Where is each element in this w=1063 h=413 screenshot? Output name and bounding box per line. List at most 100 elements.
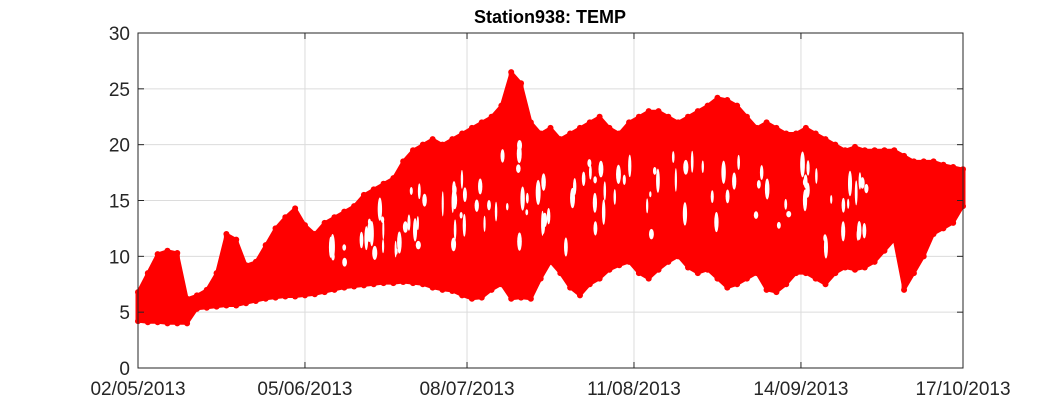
scatter-gap — [330, 233, 335, 260]
temp-min-point — [262, 295, 269, 302]
x-tick-label: 11/08/2013 — [587, 379, 681, 400]
scatter-gap — [841, 221, 846, 242]
scatter-gap — [372, 245, 378, 260]
temp-max-point — [351, 203, 358, 210]
scatter-gap — [854, 180, 858, 206]
scatter-gap — [452, 191, 458, 210]
temp-min-point — [645, 275, 652, 282]
scatter-gap — [564, 237, 568, 257]
temp-min-point — [606, 266, 613, 273]
temp-max-point — [930, 158, 937, 165]
temp-min-point — [802, 270, 809, 277]
temp-min-point — [616, 262, 623, 269]
temp-max-point — [901, 152, 908, 159]
temp-min-point — [675, 253, 682, 260]
temp-min-point — [272, 294, 279, 301]
scatter-gap — [649, 191, 652, 198]
temp-max-point — [233, 236, 240, 243]
temp-max-point — [891, 147, 898, 154]
temp-min-point — [950, 219, 957, 226]
scatter-gap — [674, 168, 677, 192]
temp-max-point — [763, 119, 770, 126]
scatter-gap — [830, 194, 833, 204]
temp-max-point — [252, 258, 259, 265]
temp-min-point — [203, 304, 210, 311]
temp-min-point — [184, 320, 191, 327]
scatter-gap — [823, 234, 827, 242]
scatter-gap — [381, 239, 385, 254]
temp-max-point — [498, 102, 505, 109]
scatter-gap — [415, 240, 421, 250]
temp-min-point — [822, 281, 829, 288]
scatter-gap — [805, 182, 810, 198]
temp-max-point — [635, 113, 642, 120]
scatter-gap — [721, 160, 726, 184]
y-tick-label: 20 — [109, 136, 130, 157]
temp-min-point — [832, 270, 839, 277]
temp-min-point — [714, 275, 721, 282]
temp-min-point — [665, 258, 672, 265]
scatter-gap — [701, 160, 704, 174]
scatter-gap — [462, 187, 467, 202]
temp-min-point — [321, 289, 328, 296]
temp-max-point — [478, 119, 485, 126]
scatter-gap — [382, 218, 385, 240]
x-tick-label: 17/10/2013 — [915, 379, 1010, 400]
temp-max-point — [675, 119, 682, 126]
temp-min-point — [626, 258, 633, 265]
scatter-gap — [417, 183, 421, 200]
temp-min-point — [144, 319, 151, 326]
y-tick-label: 30 — [109, 24, 130, 45]
temp-max-point — [547, 124, 554, 131]
temp-min-point — [351, 283, 358, 290]
temp-max-point — [370, 186, 377, 193]
scatter-gap — [525, 209, 529, 216]
temp-min-point — [891, 236, 898, 243]
scatter-gap — [342, 244, 347, 251]
scatter-gap — [802, 178, 806, 186]
scatter-gap — [402, 221, 408, 233]
scatter-gap — [422, 193, 427, 207]
temp-min-point — [635, 270, 642, 277]
temp-max-point — [704, 102, 711, 109]
scatter-gap — [364, 226, 369, 251]
temp-max-point — [665, 113, 672, 120]
temp-min-point — [478, 294, 485, 301]
temp-min-point — [812, 275, 819, 282]
temp-max-point — [685, 113, 691, 120]
temp-min-point — [842, 264, 849, 271]
scatter-gap — [413, 218, 418, 242]
temp-min-point — [773, 289, 780, 296]
temp-min-point — [567, 284, 574, 291]
temp-min-point — [311, 291, 318, 298]
temp-max-point — [193, 292, 200, 299]
scatter-gap — [776, 221, 781, 229]
temp-max-point — [164, 247, 171, 254]
temp-min-point — [527, 295, 534, 302]
scatter-gap — [460, 169, 464, 189]
scatter-gap — [683, 159, 689, 175]
temp-max-point — [321, 219, 328, 226]
temp-max-point — [292, 205, 299, 212]
temp-min-point — [252, 298, 259, 304]
temp-max-point — [203, 286, 210, 293]
temp-min-point — [341, 284, 348, 291]
temp-max-point — [439, 141, 446, 148]
temp-min-point — [380, 280, 387, 287]
scatter-gap — [598, 160, 604, 178]
temp-min-point — [793, 270, 800, 277]
temp-max-point — [459, 130, 466, 137]
scatter-gap — [806, 160, 810, 176]
scatter-gap — [525, 192, 529, 204]
scatter-gap — [359, 231, 364, 249]
temp-max-point — [341, 208, 348, 215]
temp-min-point — [370, 281, 377, 288]
temp-min-point — [468, 295, 475, 302]
scatter-gap — [856, 228, 860, 241]
temp-min-point — [164, 320, 171, 327]
temp-max-point — [243, 262, 250, 269]
temp-max-point — [449, 136, 456, 143]
scatter-gap — [784, 198, 788, 210]
temp-max-point — [950, 164, 957, 170]
scatter-gap — [487, 200, 491, 211]
